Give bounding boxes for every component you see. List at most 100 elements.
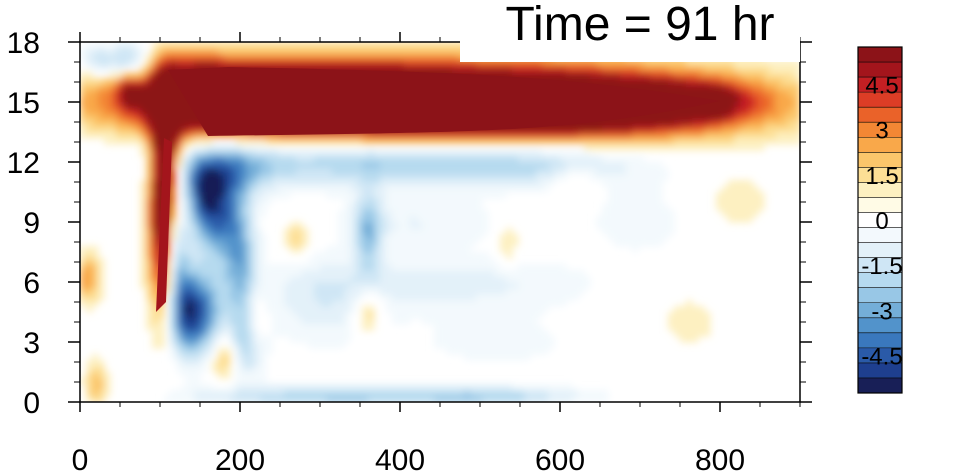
field-cell [146, 258, 153, 265]
field-cell [500, 270, 507, 277]
field-cell [218, 246, 225, 253]
field-cell [362, 240, 369, 247]
field-cell [422, 54, 429, 61]
field-cell [650, 138, 657, 145]
field-cell [242, 168, 249, 175]
field-cell [572, 60, 579, 67]
field-cell [722, 72, 729, 79]
field-cell [308, 156, 315, 163]
field-cell [686, 324, 693, 331]
field-cell [608, 138, 615, 145]
field-cell [410, 240, 417, 247]
field-cell [314, 150, 321, 157]
field-cell [122, 102, 129, 109]
field-cell [164, 66, 171, 73]
field-cell [212, 300, 219, 307]
field-cell [218, 204, 225, 211]
field-cell [254, 144, 261, 151]
field-cell [512, 150, 519, 157]
field-cell [224, 258, 231, 265]
field-cell [392, 234, 399, 241]
field-cell [386, 66, 393, 73]
field-cell [434, 234, 441, 241]
field-cell [668, 72, 675, 79]
field-cell [440, 240, 447, 247]
field-cell [152, 336, 159, 343]
field-cell [290, 234, 297, 241]
field-cell [152, 186, 159, 193]
field-cell [452, 204, 459, 211]
field-cell [596, 60, 603, 67]
field-cell [362, 222, 369, 229]
field-cell [128, 60, 135, 67]
field-cell [452, 54, 459, 61]
field-cell [698, 138, 705, 145]
field-cell [464, 390, 471, 397]
field-cell [728, 114, 735, 121]
field-cell [512, 300, 519, 307]
field-cell [458, 384, 465, 391]
field-cell [242, 174, 249, 181]
field-cell [140, 108, 147, 115]
field-cell [284, 276, 291, 283]
field-cell [644, 198, 651, 205]
field-cell [116, 114, 123, 121]
field-cell [440, 132, 447, 139]
field-cell [242, 156, 249, 163]
field-cell [464, 384, 471, 391]
field-cell [260, 378, 267, 385]
field-cell [614, 228, 621, 235]
field-cell [464, 306, 471, 313]
field-cell [476, 150, 483, 157]
field-cell [476, 288, 483, 295]
field-cell [620, 138, 627, 145]
field-cell [326, 192, 333, 199]
field-cell [254, 390, 261, 397]
field-cell [134, 54, 141, 61]
field-cell [80, 120, 87, 127]
field-cell [98, 108, 105, 115]
field-cell [158, 330, 165, 337]
field-cell [242, 372, 249, 379]
field-cell [428, 294, 435, 301]
field-cell [302, 294, 309, 301]
field-cell [272, 306, 279, 313]
field-cell [422, 198, 429, 205]
field-cell [746, 192, 753, 199]
field-cell [200, 366, 207, 373]
field-cell [236, 228, 243, 235]
field-cell [140, 252, 147, 259]
field-cell [86, 360, 93, 367]
field-cell [152, 246, 159, 253]
field-cell [470, 294, 477, 301]
field-cell [260, 360, 267, 367]
field-cell [248, 174, 255, 181]
field-cell [128, 48, 135, 55]
field-cell [764, 132, 771, 139]
field-cell [320, 342, 327, 349]
field-cell [470, 276, 477, 283]
field-cell [554, 132, 561, 139]
field-cell [356, 156, 363, 163]
field-cell [698, 90, 705, 97]
field-cell [200, 144, 207, 151]
field-cell [440, 156, 447, 163]
field-cell [338, 174, 345, 181]
field-cell [740, 78, 747, 85]
field-cell [398, 222, 405, 229]
field-cell [296, 300, 303, 307]
field-cell [758, 108, 765, 115]
field-cell [92, 294, 99, 301]
field-cell [194, 258, 201, 265]
field-cell [326, 174, 333, 181]
field-cell [146, 222, 153, 229]
field-cell [146, 156, 153, 163]
colorbar-swatch [858, 92, 902, 108]
field-cell [746, 114, 753, 121]
field-cell [572, 132, 579, 139]
field-cell [230, 390, 237, 397]
field-cell [158, 90, 165, 97]
field-cell [590, 78, 597, 85]
field-cell [764, 78, 771, 85]
field-cell [524, 288, 531, 295]
